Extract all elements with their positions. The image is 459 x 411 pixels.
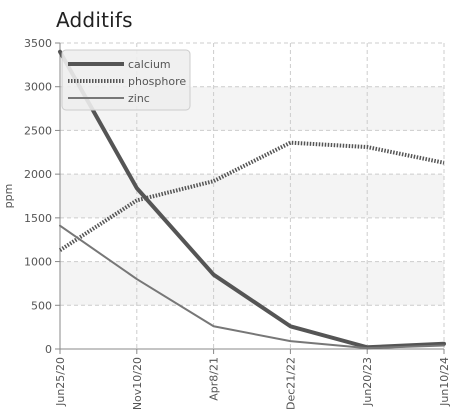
x-tick-label: Jun25/20 [54,357,67,407]
y-axis-label: ppm [2,184,15,209]
y-tick-label: 3500 [24,37,52,50]
legend-label-phosphore: phosphore [128,75,186,88]
x-tick-label: Apr8/21 [208,357,221,401]
legend-label-zinc: zinc [128,92,150,105]
x-tick-label: Dec21/22 [284,357,297,410]
x-tick-label: Jun20/23 [361,357,374,407]
x-tick-label: Nov10/20 [131,357,144,410]
y-tick-label: 2000 [24,168,52,181]
series-line-zinc [59,224,445,350]
legend-label-calcium: calcium [128,58,171,71]
chart-title: Additifs [56,8,133,32]
grid-band [60,261,444,306]
series-line-phosphore [58,140,445,252]
y-tick-label: 0 [45,343,52,356]
series-line-calcium [58,49,446,350]
y-tick-label: 1500 [24,212,52,225]
y-tick-label: 2500 [24,124,52,137]
y-tick-label: 500 [31,299,52,312]
y-tick-label: 1000 [24,256,52,269]
y-tick-label: 3000 [24,81,52,94]
x-tick-label: Jun10/24 [438,357,451,407]
